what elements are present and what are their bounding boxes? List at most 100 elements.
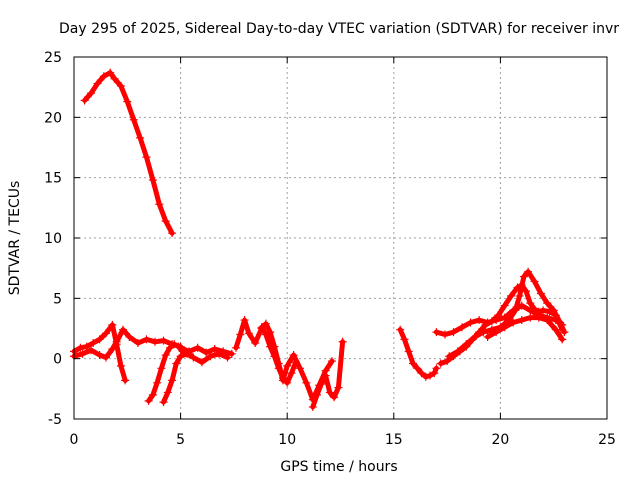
x-tick-label: 5 [176,432,185,448]
data-point [526,313,535,322]
series-track-01 [80,68,177,238]
data-point [78,349,87,358]
data-point [101,353,110,362]
data-point [308,402,317,411]
data-point [432,364,441,373]
data-point [108,345,117,354]
y-tick-label: 10 [44,231,62,247]
y-tick-label: -5 [48,412,62,428]
series-line [397,327,439,380]
data-point [558,335,567,344]
x-axis-label: GPS time / hours [280,459,397,475]
axis-ticks: 0 5 10 15 20 25 -5 0 5 10 15 20 25 [44,50,616,448]
data-point [287,369,296,378]
data-point [526,306,535,315]
data-point [193,343,202,352]
data-point [536,289,545,298]
data-point [206,352,215,361]
data-point [396,325,405,334]
data-point [445,352,454,361]
data-point [283,378,292,387]
data-point [453,347,462,356]
data-point [87,346,96,355]
data-point [325,388,334,397]
data-point [500,313,509,322]
data-point [168,229,177,238]
data-point [176,352,185,361]
x-tick-label: 25 [598,432,616,448]
data-point [157,364,166,373]
data-point [108,320,117,329]
data-point [560,328,569,337]
data-point [526,299,535,308]
data-point [543,316,552,325]
data-point [136,133,145,142]
x-tick-label: 15 [385,432,403,448]
data-point [509,318,518,327]
data-point [483,332,492,341]
data-point [144,396,153,405]
series-line [310,339,346,410]
data-point [266,328,275,337]
data-point [539,306,548,315]
data-point [274,364,283,373]
data-point [515,291,524,300]
data-point [492,328,501,337]
y-axis-label: SDTVAR / TECUs [7,181,23,296]
data-point [165,343,174,352]
data-point [80,96,89,105]
data-point [251,338,260,347]
y-tick-label: 20 [44,110,62,126]
data-point [330,393,339,402]
data-point [430,369,439,378]
data-point [404,347,413,356]
data-point [278,373,287,382]
data-point [483,318,492,327]
data-point [556,318,565,327]
data-point [530,277,539,286]
data-point [266,342,275,351]
y-tick-label: 5 [53,291,62,307]
data-point [185,347,194,356]
data-point [197,358,206,367]
data-point [549,306,558,315]
data-point [426,371,435,380]
series-track-08 [257,323,300,387]
data-point [148,176,157,185]
data-point [500,301,509,310]
data-point [470,332,479,341]
data-point [244,329,253,338]
data-point [462,340,471,349]
data-point [161,351,170,360]
data-point [289,351,298,360]
data-point [87,89,96,98]
data-point [153,378,162,387]
data-point [189,353,198,362]
data-point [112,337,121,346]
data-point [99,72,108,81]
data-point [295,364,304,373]
data-point [219,347,228,356]
data-point [232,343,241,352]
data-point [413,364,422,373]
data-point [159,398,168,407]
data-point [443,357,452,366]
data-point [168,376,177,385]
data-point [507,291,516,300]
x-tick-label: 0 [70,432,79,448]
data-point [338,337,347,346]
data-point [270,352,279,361]
data-point [202,348,211,357]
data-point [334,383,343,392]
data-point [163,388,172,397]
data-point [155,200,164,209]
data-point [236,330,245,339]
data-point [466,318,475,327]
data-point [129,115,138,124]
data-point [148,390,157,399]
data-point [517,316,526,325]
data-point [142,335,151,344]
data-point [492,316,501,325]
data-point [227,349,236,358]
data-point [110,74,119,83]
